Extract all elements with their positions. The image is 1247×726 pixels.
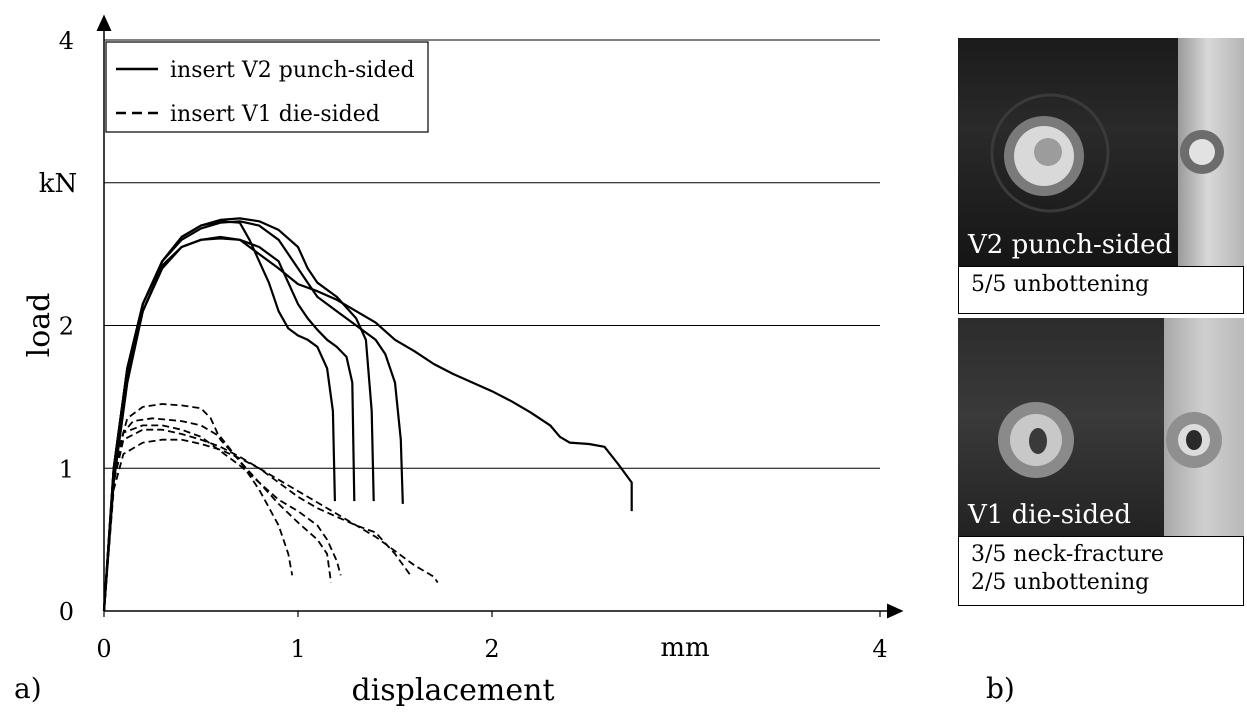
series-line-v1-9 xyxy=(103,438,412,612)
x-tick-label: 0 xyxy=(96,635,111,663)
result-box-v2: 5/5 unbottening xyxy=(958,266,1244,314)
series-line-v1-6 xyxy=(103,417,294,612)
axes xyxy=(96,14,904,619)
photo-caption-v2: V2 punch-sided xyxy=(968,230,1173,260)
photo-v1-die-sided: V1 die-sided xyxy=(958,318,1244,536)
y-tick-label: 4 xyxy=(59,27,74,55)
grid-lines xyxy=(104,39,880,469)
legend-box xyxy=(105,41,429,133)
series-line-v2-4 xyxy=(102,235,356,612)
joint-icon xyxy=(998,402,1222,478)
series-line-v1-10 xyxy=(103,428,439,612)
series-lines xyxy=(102,217,633,612)
legend: insert V2 punch-sided insert V1 die-side… xyxy=(105,41,429,133)
series-line-v2-2 xyxy=(102,220,404,612)
result-line: 2/5 unbottening xyxy=(971,570,1150,595)
photo-caption-v1: V1 die-sided xyxy=(968,500,1132,530)
panel-label-b: b) xyxy=(986,672,1015,705)
x-axis-unit: mm xyxy=(660,633,709,663)
photo-v2-punch-sided: V2 punch-sided xyxy=(958,38,1244,266)
panel-label-a: a) xyxy=(14,672,42,705)
x-tick-label: 1 xyxy=(290,635,305,663)
y-tick-label: 1 xyxy=(59,455,74,483)
y-tick-label: 0 xyxy=(59,598,74,626)
y-axis-unit: kN xyxy=(39,169,78,199)
series-line-v2-1 xyxy=(102,237,633,612)
y-tick-label: 2 xyxy=(59,313,74,341)
result-line: 5/5 unbottening xyxy=(971,272,1150,297)
result-box-v1: 3/5 neck-fracture 2/5 unbottening xyxy=(958,536,1244,606)
series-line-v2-5 xyxy=(102,220,336,612)
tick-labels: 0 1 2 4 0 1 2 4 xyxy=(59,27,888,663)
x-axis-label: displacement xyxy=(351,673,554,708)
series-line-v1-7 xyxy=(103,403,342,612)
legend-label-v2: insert V2 punch-sided xyxy=(170,58,415,83)
series-line-v1-8 xyxy=(103,424,332,612)
result-line: 3/5 neck-fracture xyxy=(971,542,1164,567)
x-tick-label: 2 xyxy=(484,635,499,663)
legend-label-v1: insert V1 die-sided xyxy=(170,102,380,127)
joint-icon xyxy=(990,93,1224,213)
x-tick-label: 4 xyxy=(872,635,887,663)
load-displacement-chart: 0 1 2 4 0 1 2 4 displacement mm load kN insert … xyxy=(22,14,904,708)
y-axis-label: load xyxy=(22,293,57,358)
